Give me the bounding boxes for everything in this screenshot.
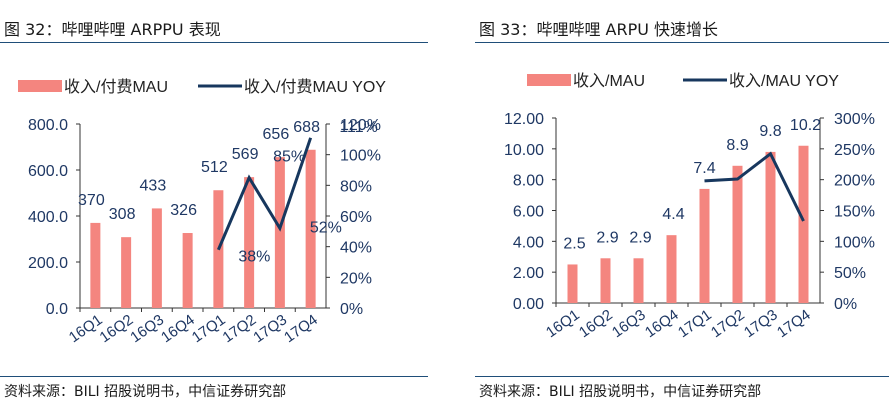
bar-value-label: 308 bbox=[109, 206, 136, 223]
x-tick-label: 17Q3 bbox=[741, 306, 781, 341]
x-tick-label: 17Q4 bbox=[774, 306, 814, 341]
bar-value-label: 656 bbox=[263, 126, 290, 143]
y-tick-label-right: 40% bbox=[340, 240, 372, 257]
y-tick-label-right: 300% bbox=[834, 111, 875, 128]
bar bbox=[151, 208, 162, 308]
bar bbox=[699, 188, 710, 303]
y-tick-label-right: 20% bbox=[340, 270, 372, 287]
y-tick-label-right: 50% bbox=[834, 265, 866, 282]
bar-value-label: 326 bbox=[170, 202, 197, 219]
x-tick-label: 16Q3 bbox=[127, 311, 167, 346]
bar-value-label: 569 bbox=[232, 146, 259, 163]
x-tick-label: 16Q1 bbox=[543, 306, 583, 341]
y-tick-label-right: 0% bbox=[340, 301, 363, 318]
x-tick-label: 16Q2 bbox=[97, 311, 137, 346]
x-tick-label: 16Q1 bbox=[66, 311, 106, 346]
yoy-value-label: 52% bbox=[310, 219, 342, 236]
source-note: 资料来源：BILI 招股说明书，中信证券研究部 bbox=[479, 384, 762, 400]
bar bbox=[798, 145, 809, 303]
bar bbox=[600, 258, 611, 303]
x-tick-label: 17Q2 bbox=[220, 311, 260, 346]
bar bbox=[567, 264, 578, 303]
y-tick-label-left: 0.00 bbox=[513, 296, 544, 313]
bar bbox=[274, 157, 285, 308]
y-tick-label-right: 100% bbox=[834, 234, 875, 251]
bar bbox=[182, 233, 193, 308]
x-tick-label: 17Q1 bbox=[189, 311, 229, 346]
legend-line-label: 收入/付费MAU YOY bbox=[244, 78, 386, 96]
bar-value-label: 8.9 bbox=[726, 137, 748, 154]
x-tick-label: 16Q4 bbox=[158, 311, 198, 346]
y-tick-label-left: 8.00 bbox=[513, 173, 544, 190]
y-tick-label-right: 60% bbox=[340, 209, 372, 226]
y-tick-label-right: 100% bbox=[340, 148, 381, 165]
y-tick-label-right: 250% bbox=[834, 142, 875, 159]
y-tick-label-left: 10.00 bbox=[504, 142, 544, 159]
yoy-line bbox=[704, 151, 805, 222]
legend-bar-label: 收入/MAU bbox=[573, 72, 645, 90]
figure-32: 图 32：哔哩哔哩 ARPPU 表现 收入/付费MAU 收入/付费MAU YOY 0… bbox=[0, 0, 428, 408]
x-tick-label: 17Q3 bbox=[250, 311, 290, 346]
x-tick-label: 16Q2 bbox=[576, 306, 616, 341]
x-tick-label: 16Q4 bbox=[642, 306, 682, 341]
bar-value-label: 688 bbox=[293, 119, 320, 136]
yoy-value-label: 111% bbox=[339, 119, 378, 136]
y-tick-label-left: 12.00 bbox=[504, 111, 544, 128]
bar-value-label: 7.4 bbox=[693, 160, 715, 177]
y-tick-label-right: 200% bbox=[834, 173, 875, 190]
bar bbox=[121, 237, 132, 308]
legend-bar-swatch bbox=[527, 74, 571, 86]
figure-title: 图 33：哔哩哔哩 ARPU 快速增长 bbox=[479, 20, 719, 39]
bar-value-label: 10.2 bbox=[790, 117, 821, 134]
y-tick-label-right: 120% bbox=[340, 117, 381, 134]
figure-33: 图 33：哔哩哔哩 ARPU 快速增长 收入/MAU 收入/MAU YOY 0.00… bbox=[475, 0, 889, 408]
bar-value-label: 9.8 bbox=[759, 123, 781, 140]
bar bbox=[666, 235, 677, 303]
y-tick-label-left: 800.0 bbox=[28, 117, 68, 134]
bar bbox=[90, 222, 101, 308]
legend-line-label: 收入/MAU YOY bbox=[729, 72, 839, 90]
bar-value-label: 4.4 bbox=[662, 206, 684, 223]
bar-value-label: 2.9 bbox=[629, 229, 651, 246]
yoy-value-label: 38% bbox=[238, 249, 270, 266]
y-tick-label-left: 0.0 bbox=[46, 301, 68, 318]
bar bbox=[305, 149, 316, 308]
legend-bar-label: 收入/付费MAU bbox=[64, 78, 168, 96]
source-rule bbox=[475, 376, 889, 377]
arppu-chart: 收入/付费MAU 收入/付费MAU YOY 0.0 200.0 400.0 600.0 80… bbox=[18, 78, 386, 346]
bar bbox=[244, 177, 255, 308]
bar-value-label: 433 bbox=[140, 177, 167, 194]
yoy-value-label: 85% bbox=[273, 149, 305, 166]
title-rule bbox=[0, 42, 428, 43]
y-tick-label-left: 2.00 bbox=[513, 265, 544, 282]
bar-value-label: 370 bbox=[78, 192, 105, 209]
source-rule bbox=[0, 376, 428, 377]
y-tick-label-left: 6.00 bbox=[513, 204, 544, 221]
x-tick-label: 17Q4 bbox=[281, 311, 321, 346]
y-tick-label-left: 400.0 bbox=[28, 209, 68, 226]
title-rule bbox=[475, 42, 889, 43]
bar-value-label: 2.9 bbox=[596, 229, 618, 246]
x-tick-label: 17Q1 bbox=[675, 306, 715, 341]
bar-value-label: 512 bbox=[201, 159, 228, 176]
arpu-chart: 收入/MAU 收入/MAU YOY 0.00 2.00 4.00 6.00 8.00 10.0… bbox=[504, 72, 875, 341]
bar bbox=[765, 151, 776, 303]
y-tick-label-right: 150% bbox=[834, 204, 875, 221]
x-tick-label: 17Q2 bbox=[708, 306, 748, 341]
source-note: 资料来源：BILI 招股说明书，中信证券研究部 bbox=[4, 384, 287, 400]
y-tick-label-left: 4.00 bbox=[513, 234, 544, 251]
figure-title: 图 32：哔哩哔哩 ARPPU 表现 bbox=[4, 20, 221, 39]
y-tick-label-left: 200.0 bbox=[28, 255, 68, 272]
bar-value-label: 2.5 bbox=[563, 235, 585, 252]
bar bbox=[633, 258, 644, 303]
x-tick-label: 16Q3 bbox=[609, 306, 649, 341]
y-tick-label-right: 0% bbox=[834, 296, 857, 313]
y-tick-label-left: 600.0 bbox=[28, 163, 68, 180]
y-tick-label-right: 80% bbox=[340, 178, 372, 195]
legend-bar-swatch bbox=[18, 80, 62, 92]
bar bbox=[732, 165, 743, 303]
yoy-line bbox=[216, 137, 313, 251]
